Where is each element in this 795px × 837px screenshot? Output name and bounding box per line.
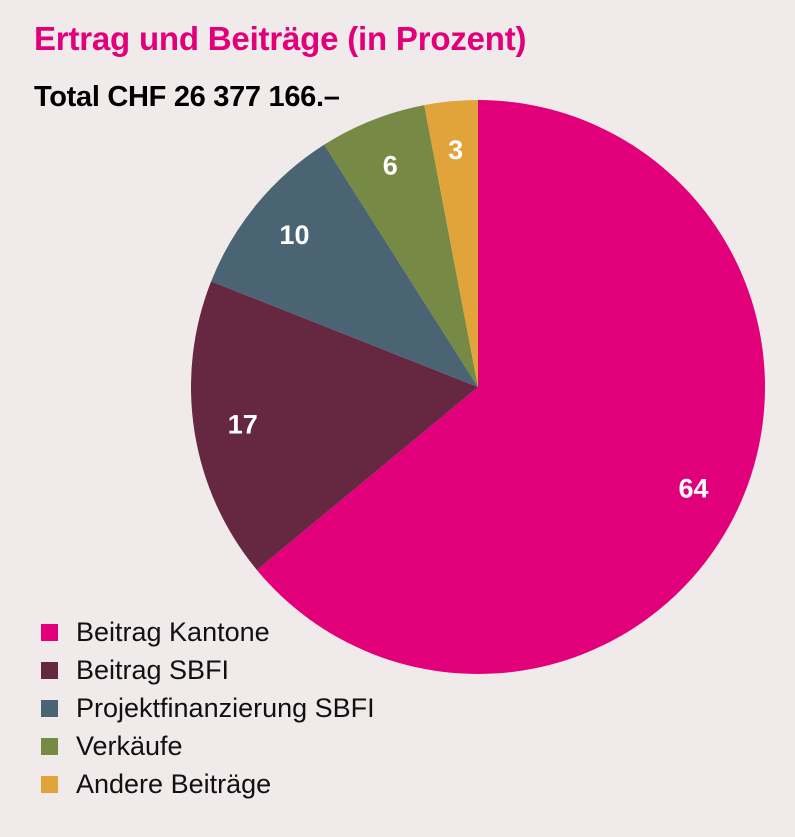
slice-value-label: 17 (228, 409, 258, 439)
chart-legend: Beitrag Kantone Beitrag SBFI Projektfinanz… (41, 613, 375, 803)
chart-title: Ertrag und Beiträge (in Prozent) (34, 20, 527, 57)
legend-label: Verkäufe (76, 730, 183, 761)
legend-swatch (41, 699, 58, 717)
legend-item: Andere Beiträge (41, 765, 375, 803)
slice-value-label: 64 (679, 473, 709, 503)
legend-swatch (41, 661, 58, 679)
legend-item: Beitrag Kantone (41, 613, 375, 651)
legend-item: Beitrag SBFI (41, 651, 375, 689)
legend-label: Projektfinanzierung SBFI (76, 692, 375, 723)
legend-swatch (41, 623, 58, 641)
legend-label: Beitrag Kantone (76, 616, 270, 647)
pie-slice-3 (211, 144, 478, 387)
legend-swatch (41, 737, 58, 755)
slice-value-label: 6 (383, 151, 398, 181)
chart-subtitle: Total CHF 26 377 166.– (34, 81, 340, 113)
slice-value-label: 3 (448, 135, 463, 165)
legend-label: Andere Beiträge (76, 768, 272, 799)
pie-slice-2 (191, 281, 479, 570)
legend-label: Beitrag SBFI (76, 654, 230, 685)
legend-item: Verkäufe (41, 727, 375, 765)
legend-item: Projektfinanzierung SBFI (41, 689, 375, 727)
legend-swatch (41, 775, 58, 793)
pie-slice-5 (424, 100, 478, 387)
pie-slice-1 (256, 100, 766, 675)
slice-value-label: 10 (279, 220, 309, 250)
pie-slice-4 (324, 105, 478, 387)
